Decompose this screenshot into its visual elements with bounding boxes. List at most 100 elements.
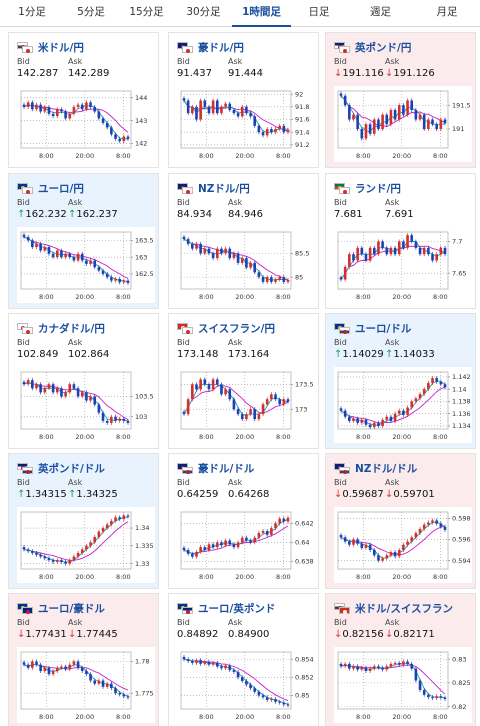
candle-body [286,279,290,282]
y-tick-label: 0.594 [452,557,471,565]
currency-pair-link[interactable]: 豪ドル/ドル [198,463,255,475]
bid-ask-values: ↓0.82156 ↓0.82171 [334,629,474,641]
candle-body [60,109,63,112]
y-tick-label: 7.7 [452,238,462,246]
x-tick-label: 8:00 [276,293,291,301]
currency-pair-link[interactable]: NZドル/ドル [355,463,418,475]
rate-card[interactable]: NZドル/ドル Bid Ask ↓0.59687 ↓0.59701 8:00 20:00 8:… [325,453,476,589]
bid-value: 7.681 [334,209,363,220]
rate-card[interactable]: 米ドル/スイスフラン Bid Ask ↓0.82156 ↓0.82171 8:00 20:0… [325,593,476,726]
x-tick-label: 8:00 [199,713,214,721]
timeframe-tabs: 1分足 5分足 15分足 30分足 1時間足 日足 週足 月足 [0,0,480,27]
price-chart[interactable]: 8:00 20:00 8:00 191.5 191 [334,86,472,162]
tab-1[interactable]: 1分足 [18,6,46,18]
tab-8[interactable]: 月足 [436,6,458,18]
candle-body [249,540,252,543]
candle-body [39,384,42,393]
tab-5[interactable]: 1時間足 [232,0,291,27]
candlestick-chart: 8:00 20:00 8:00 144 143 142 [20,90,147,160]
candle-body [182,656,186,660]
price-chart[interactable]: 8:00 20:00 8:00 144 143 142 [17,86,155,162]
price-chart[interactable]: 8:00 20:00 8:00 173.5 173 [177,367,315,443]
candle-body [270,699,273,701]
price-chart[interactable]: 8:00 20:00 8:00 1.142 1.14 1.138 1.136 1.134 [334,367,472,443]
candle-body [352,666,355,669]
y-tick-label: 1.138 [452,398,471,406]
price-chart[interactable]: 8:00 20:00 8:00 0.642 0.64 0.638 [177,507,315,583]
candle-body [240,677,244,681]
candlestick-chart: 8:00 20:00 8:00 103.5 103 [20,371,154,441]
rate-card[interactable]: ユーロ/豪ドル Bid Ask ↓1.77431 ↓1.77445 8:00 20:00 8:… [8,593,159,726]
y-tick-label: 0.825 [452,679,471,687]
candle-body [114,278,117,281]
price-chart[interactable]: 8:00 20:00 8:00 0.854 0.852 0.85 [177,647,315,723]
currency-pair-link[interactable]: ユーロ/ドル [355,323,412,335]
candle-body [110,127,113,135]
rate-card[interactable]: 英ポンド/円 Bid Ask ↓191.116 ↓191.126 8:00 20:00 8:0… [325,32,476,168]
arrow-up-icon: ↑ [68,209,77,220]
bid-label: Bid [177,57,190,66]
currency-pair-link[interactable]: 英ポンド/ドル [38,463,105,475]
x-tick-label: 8:00 [39,293,54,301]
currency-pair-link[interactable]: ユーロ/英ポンド [198,603,276,615]
price-chart[interactable]: 8:00 20:00 8:00 0.598 0.596 0.594 [334,507,472,583]
rate-card[interactable]: 豪ドル/円 Bid Ask 91.437 91.444 8:00 20:00 8:00 92 91… [168,32,319,168]
rate-card[interactable]: ユーロ/円 Bid Ask ↑162.232 ↑162.237 8:00 20:00 8:00… [8,173,159,309]
price-chart[interactable]: 8:00 20:00 8:00 1.34 1.335 1.33 [17,507,155,583]
candlestick-chart: 8:00 20:00 8:00 0.598 0.596 0.594 [337,511,471,581]
rate-card[interactable]: スイスフラン/円 Bid Ask 173.148 173.164 8:00 20:00 8:0… [168,313,319,449]
rate-card[interactable]: 米ドル/円 Bid Ask 142.287 142.289 8:00 20:00 8:00 14… [8,32,159,168]
candle-body [402,105,405,115]
currency-pair-link[interactable]: ユーロ/豪ドル [38,603,105,615]
card-header: 豪ドル/円 [177,41,244,54]
bid-value-group: ↓0.82156 [334,629,384,640]
candle-body [348,105,351,120]
currency-pair-link[interactable]: カナダドル/円 [38,323,105,335]
currency-pair-link[interactable]: 米ドル/スイスフラン [355,603,454,615]
price-chart[interactable]: 8:00 20:00 8:00 92 91.8 91.6 91.4 91.2 [177,86,315,162]
bid-value-group: ↑162.232 [17,209,67,220]
rate-card[interactable]: ユーロ/ドル Bid Ask ↑1.14029 ↑1.14033 8:00 20:00 8:0… [325,313,476,449]
candlestick-chart: 8:00 20:00 8:00 7.7 7.65 [337,231,466,301]
currency-pair-link[interactable]: NZドル/円 [198,183,250,195]
currency-pair-link[interactable]: 豪ドル/円 [198,42,244,54]
candle-body [377,119,380,129]
rate-card[interactable]: カナダドル/円 Bid Ask 102.849 102.864 8:00 20:00 8:00… [8,313,159,449]
price-chart[interactable]: 8:00 20:00 8:00 163.5 163 162.5 [17,227,155,303]
tab-4[interactable]: 30分足 [186,6,221,18]
tab-2[interactable]: 5分足 [77,6,105,18]
currency-pair-link[interactable]: ユーロ/円 [38,183,84,195]
candle-body [39,554,42,557]
y-tick-label: 1.136 [452,410,471,418]
candle-body [224,248,227,254]
price-chart[interactable]: 8:00 20:00 8:00 1.78 1.775 [17,647,155,723]
candle-body [257,532,261,538]
tab-6[interactable]: 日足 [308,6,330,18]
candle-body [64,111,67,119]
currency-pair-link[interactable]: スイスフラン/円 [198,323,276,335]
candlestick-chart: 8:00 20:00 8:00 163.5 163 162.5 [20,231,154,301]
rate-card[interactable]: 豪ドル/ドル Bid Ask 0.64259 0.64268 8:00 20:00 8:00 0… [168,453,319,589]
candle-body [101,680,105,687]
candle-body [191,106,194,114]
rate-card[interactable]: ユーロ/英ポンド Bid Ask 0.84892 0.84900 8:00 20:00 8:0… [168,593,319,726]
candle-body [80,667,84,671]
rate-card[interactable]: 英ポンド/ドル Bid Ask ↑1.34315 ↑1.34325 8:00 20:00 8:… [8,453,159,589]
price-chart[interactable]: 8:00 20:00 8:00 103.5 103 [17,367,155,443]
rate-card[interactable]: NZドル/円 Bid Ask 84.934 84.946 8:00 20:00 8:00 85.… [168,173,319,309]
price-chart[interactable]: 8:00 20:00 8:00 85.5 85 [177,227,315,303]
tab-3[interactable]: 15分足 [129,6,164,18]
candle-body [114,688,117,694]
currency-pair-link[interactable]: 米ドル/円 [38,42,84,54]
currency-pair-link[interactable]: 英ポンド/円 [355,42,412,54]
tab-7[interactable]: 週足 [370,6,391,18]
currency-pair-link[interactable]: ランド/円 [355,183,401,195]
bid-label: Bid [334,198,347,207]
y-tick-label: 0.854 [295,655,314,663]
rate-card[interactable]: ランド/円 Bid Ask 7.681 7.691 8:00 20:00 8:00 7.7 7.6… [325,173,476,309]
price-chart[interactable]: 8:00 20:00 8:00 0.83 0.825 0.82 [334,647,472,723]
candle-body [55,560,59,562]
x-tick-label: 20:00 [75,573,94,581]
price-chart[interactable]: 8:00 20:00 8:00 7.7 7.65 [334,227,472,303]
candle-body [261,404,265,415]
